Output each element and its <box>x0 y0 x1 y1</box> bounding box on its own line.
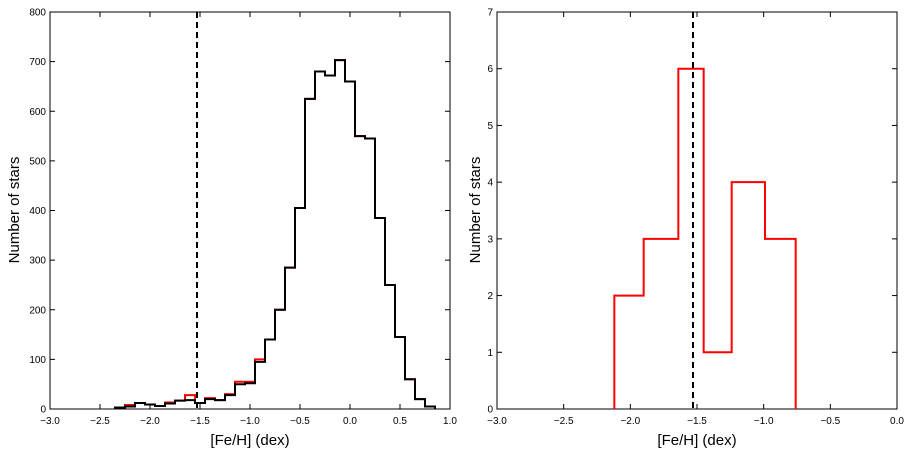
x-tick-label: −2.0 <box>140 416 160 427</box>
y-tick-label: 500 <box>29 156 46 167</box>
y-tick-label: 0 <box>40 405 46 416</box>
x-tick-label: −1.5 <box>687 416 707 427</box>
x-tick-label: −1.0 <box>754 416 774 427</box>
histogram-series-1 <box>114 59 436 409</box>
x-tick-label: 0.0 <box>890 416 904 427</box>
x-tick-label: −1.0 <box>240 416 260 427</box>
y-tick-label: 400 <box>29 206 46 217</box>
y-tick-label: 200 <box>29 305 46 316</box>
axis-ticks: −3.0 −2.5 −2.0 −1.5 −1.0 −0.5 0.0 0.5 1.0 0 100 200… <box>29 8 457 428</box>
x-tick-label: −1.5 <box>190 416 210 427</box>
y-tick-label: 7 <box>487 8 493 19</box>
x-tick-label: −2.0 <box>620 416 640 427</box>
y-tick-label: 800 <box>29 8 46 19</box>
x-tick-label: −3.0 <box>40 416 60 427</box>
x-tick-label: 0.5 <box>393 416 407 427</box>
y-tick-label: 4 <box>487 178 493 189</box>
x-tick-label: 0.0 <box>343 416 357 427</box>
y-tick-label: 100 <box>29 355 46 366</box>
histogram-series-0 <box>114 59 436 409</box>
histogram-panel-all-stars: −3.0 −2.5 −2.0 −1.5 −1.0 −0.5 0.0 0.5 1.0 0 100 200… <box>6 8 457 450</box>
x-tick-label: −0.5 <box>290 416 310 427</box>
y-tick-label: 2 <box>487 291 493 302</box>
y-axis-label: Number of stars <box>6 157 23 264</box>
y-tick-label: 300 <box>29 256 46 267</box>
y-tick-label: 5 <box>487 121 493 132</box>
x-tick-label: −2.5 <box>90 416 110 427</box>
y-tick-label: 700 <box>29 57 46 68</box>
plot-marks <box>114 12 436 409</box>
y-tick-label: 600 <box>29 107 46 118</box>
y-tick-label: 0 <box>487 405 493 416</box>
y-tick-label: 3 <box>487 234 493 245</box>
x-tick-label: −0.5 <box>820 416 840 427</box>
plot-marks <box>613 12 797 409</box>
y-tick-label: 1 <box>487 348 493 359</box>
x-tick-label: −2.5 <box>554 416 574 427</box>
histogram-panel-subsample: −3.0 −2.5 −2.0 −1.5 −1.0 −0.5 0.0 0 1 2 3 4 5 6 7 [Fe/… <box>467 8 904 450</box>
plot-frame <box>49 11 451 410</box>
x-axis-label: [Fe/H] (dex) <box>210 432 289 449</box>
y-axis-label: Number of stars <box>467 157 484 264</box>
x-tick-label: 1.0 <box>443 416 457 427</box>
x-tick-label: −3.0 <box>487 416 507 427</box>
histogram-series-0 <box>613 67 797 409</box>
y-tick-label: 6 <box>487 64 493 75</box>
axis-ticks: −3.0 −2.5 −2.0 −1.5 −1.0 −0.5 0.0 0 1 2 3 4 5 6 7 <box>487 8 904 428</box>
plot-frame <box>496 11 898 410</box>
x-axis-label: [Fe/H] (dex) <box>657 432 736 449</box>
